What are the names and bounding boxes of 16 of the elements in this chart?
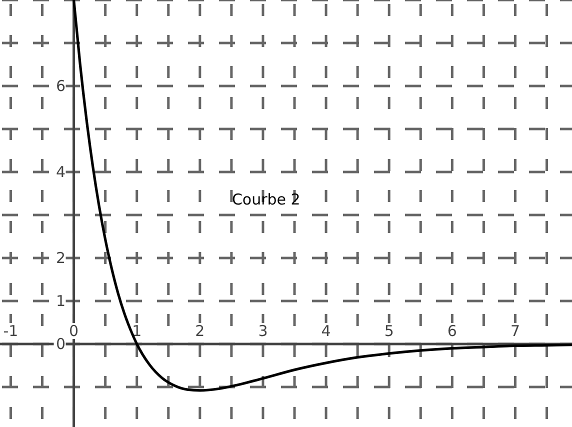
x-tick-label: 0 <box>69 322 79 340</box>
y-tick-label: 4 <box>56 163 66 182</box>
x-tick-label: 6 <box>447 322 457 340</box>
line-series <box>72 0 572 392</box>
y-tick-label: 6 <box>56 77 66 95</box>
text: Courbe 2 <box>232 190 300 208</box>
y-tick-label: 1 <box>56 292 66 310</box>
x-tick-label: 2 <box>195 322 205 340</box>
y-tick-label: 0 <box>56 335 66 354</box>
x-tick-label: -1 <box>3 322 18 340</box>
x-tick-label: 5 <box>384 322 394 340</box>
x-tick-label: 1 <box>132 322 142 340</box>
x-tick-label: 4 <box>321 322 331 340</box>
x-tick-label: 7 <box>510 322 520 340</box>
x-tick-label: 3 <box>258 322 268 340</box>
y-tick-label: 2 <box>56 249 66 268</box>
